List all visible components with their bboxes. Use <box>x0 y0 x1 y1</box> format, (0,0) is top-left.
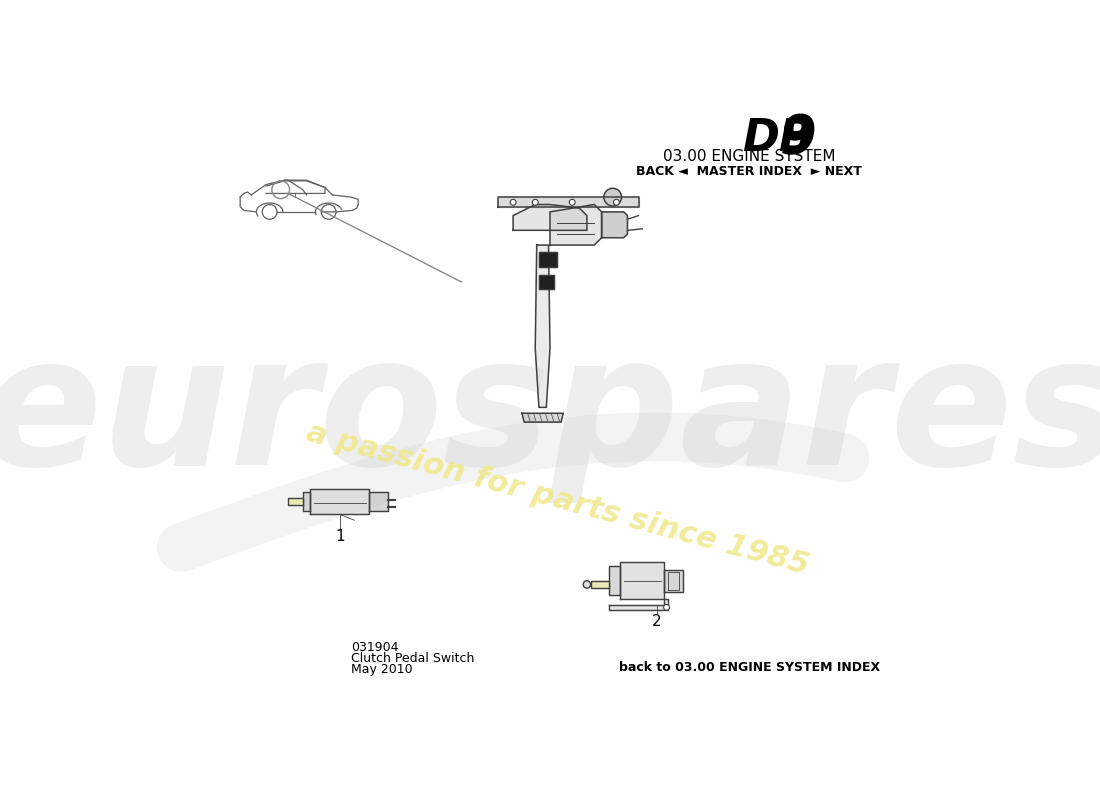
Text: 9: 9 <box>780 112 817 164</box>
Polygon shape <box>370 492 387 510</box>
Text: back to 03.00 ENGINE SYSTEM INDEX: back to 03.00 ENGINE SYSTEM INDEX <box>618 661 880 674</box>
Polygon shape <box>591 581 609 588</box>
Text: a passion for parts since 1985: a passion for parts since 1985 <box>302 418 812 581</box>
Polygon shape <box>602 212 627 238</box>
Circle shape <box>614 199 619 206</box>
Circle shape <box>569 199 575 206</box>
Circle shape <box>583 581 591 588</box>
Polygon shape <box>522 414 563 422</box>
Polygon shape <box>310 489 370 514</box>
Polygon shape <box>513 205 587 230</box>
Circle shape <box>532 199 538 206</box>
Polygon shape <box>536 245 550 407</box>
Polygon shape <box>539 253 558 267</box>
Text: eurospares: eurospares <box>0 326 1100 502</box>
Text: May 2010: May 2010 <box>351 662 412 676</box>
Text: DB: DB <box>741 117 813 160</box>
Polygon shape <box>609 599 668 610</box>
Polygon shape <box>288 498 302 506</box>
Polygon shape <box>664 570 683 592</box>
Text: 1: 1 <box>334 529 344 544</box>
Polygon shape <box>539 274 553 290</box>
Text: Clutch Pedal Switch: Clutch Pedal Switch <box>351 652 474 665</box>
Text: 2: 2 <box>652 614 662 629</box>
Circle shape <box>663 604 670 610</box>
Circle shape <box>604 188 622 206</box>
Text: BACK ◄  MASTER INDEX  ► NEXT: BACK ◄ MASTER INDEX ► NEXT <box>636 165 862 178</box>
Circle shape <box>510 199 516 206</box>
Text: 031904: 031904 <box>351 641 398 654</box>
Text: 03.00 ENGINE SYSTEM: 03.00 ENGINE SYSTEM <box>663 149 835 164</box>
Polygon shape <box>609 566 620 595</box>
Polygon shape <box>620 562 664 599</box>
Polygon shape <box>302 492 310 510</box>
Polygon shape <box>550 205 602 245</box>
Polygon shape <box>498 197 638 206</box>
